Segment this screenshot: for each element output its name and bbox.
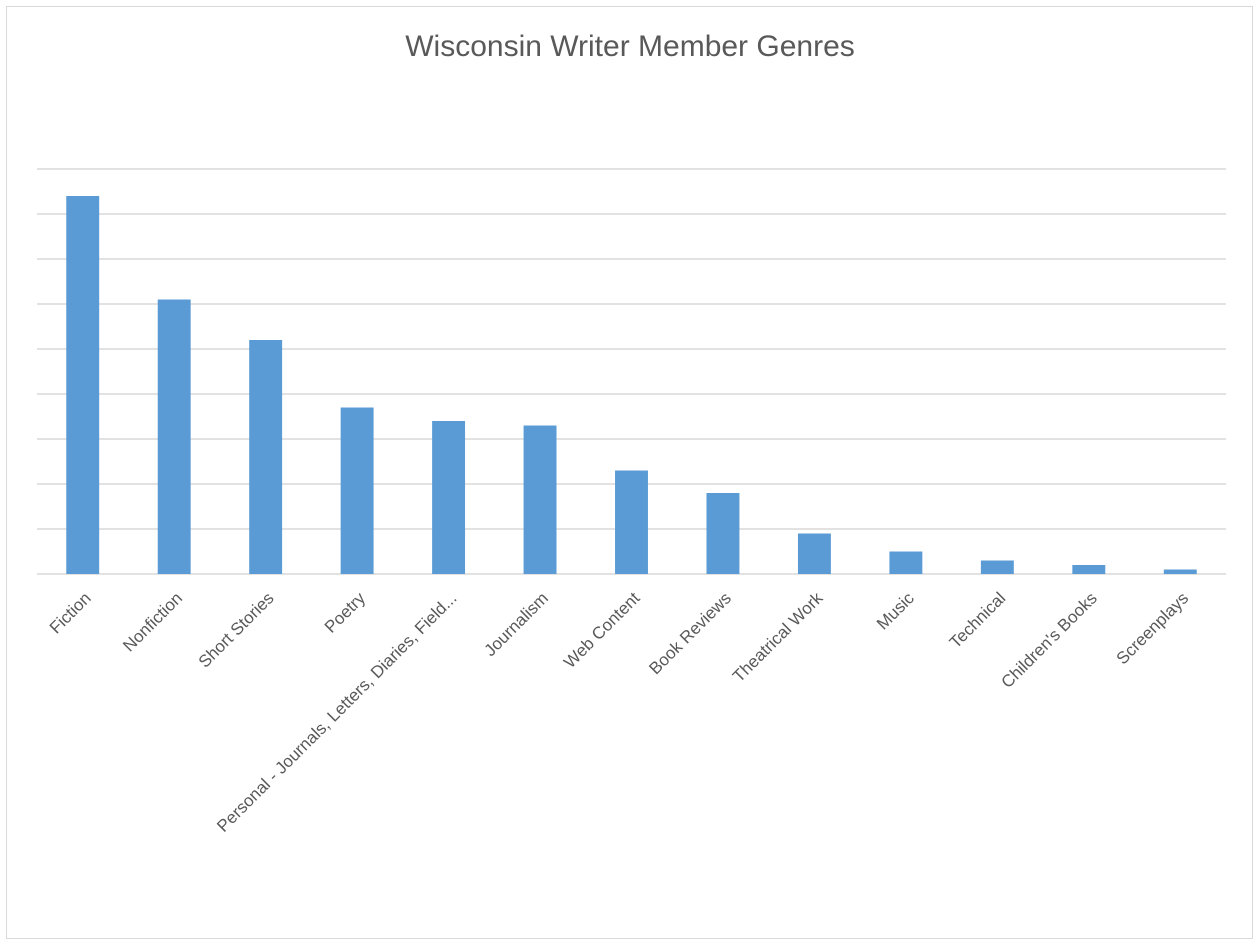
bar bbox=[797, 533, 831, 574]
bar bbox=[615, 470, 648, 574]
bar bbox=[980, 560, 1014, 574]
bar bbox=[706, 493, 740, 574]
bar bbox=[1163, 569, 1197, 574]
chart-title: Wisconsin Writer Member Genres bbox=[405, 30, 855, 63]
bar bbox=[66, 196, 100, 574]
bar bbox=[1072, 565, 1106, 574]
bar bbox=[432, 421, 466, 574]
bar bbox=[157, 299, 191, 574]
bar bbox=[523, 425, 557, 574]
bar bbox=[340, 407, 374, 574]
bar bbox=[249, 340, 283, 574]
bar bbox=[889, 551, 923, 574]
